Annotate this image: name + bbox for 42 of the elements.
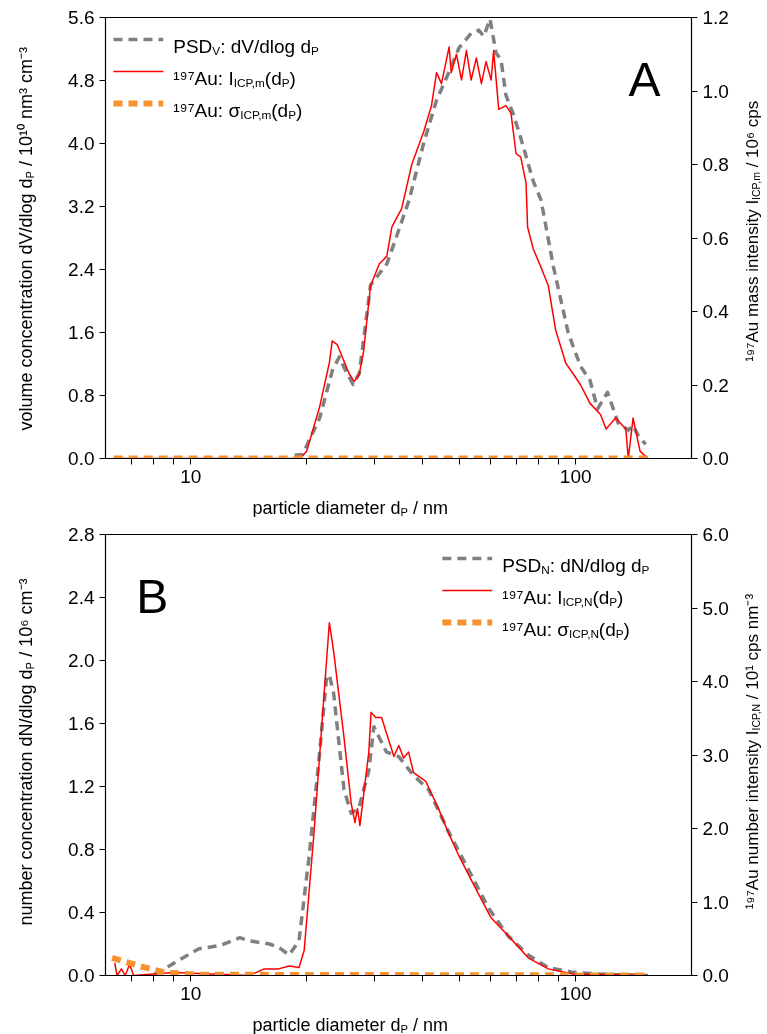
y2-tick-label: 0.0 <box>702 965 729 986</box>
y2-tick-label: 3.0 <box>702 744 729 766</box>
y-tick-label: 5.6 <box>68 7 95 28</box>
y2-axis-title: ¹⁹⁷Au number intensity IICP,N / 10¹ cps nm⁻³ <box>742 593 763 910</box>
y-tick-label: 2.4 <box>68 587 95 608</box>
y2-tick-label: 6.0 <box>702 524 729 545</box>
annotation: B <box>136 570 169 624</box>
x-tick-label: 10 <box>180 465 202 487</box>
y-tick-label: 2.4 <box>68 259 95 280</box>
y-axis-title: number concentration dN/dlog dP / 10⁶ cm⁻³ <box>16 578 37 926</box>
y-axis-title: volume concentration dV/dlog dP / 10¹⁰ nm³ cm⁻³ <box>16 46 37 431</box>
x-tick-label: 10 <box>180 982 202 1004</box>
y2-axis-title: ¹⁹⁷Au mass intensity IICP,m / 10⁶ cps <box>742 100 763 362</box>
y-tick-label: 3.2 <box>68 196 95 217</box>
y-tick-label: 2.0 <box>68 650 95 671</box>
y2-tick-label: 1.0 <box>702 80 729 102</box>
y-tick-label: 0.8 <box>68 385 95 406</box>
y2-tick-label: 0.8 <box>702 154 729 175</box>
x-axis-title: particle diameter dP / nm <box>252 498 449 519</box>
y-tick-label: 4.0 <box>68 133 95 154</box>
y2-tick-label: 0.2 <box>702 374 729 396</box>
y-tick-label: 4.8 <box>68 70 95 91</box>
y2-tick-label: 4.0 <box>702 671 729 692</box>
x-tick-label: 100 <box>559 465 592 487</box>
y2-tick-label: 5.0 <box>702 597 729 619</box>
y-tick-label: 0.0 <box>68 965 95 986</box>
y-tick-label: 1.6 <box>68 322 95 343</box>
y-tick-label: 0.8 <box>68 839 95 860</box>
y2-tick-label: 0.0 <box>702 448 729 469</box>
y2-tick-label: 2.0 <box>702 818 729 839</box>
y-tick-label: 1.2 <box>68 776 95 797</box>
y-tick-label: 0.4 <box>68 902 95 923</box>
y2-tick-label: 0.4 <box>702 301 730 322</box>
y2-tick-label: 1.2 <box>702 7 729 28</box>
x-axis-title: particle diameter dP / nm <box>252 1015 449 1034</box>
y-tick-label: 2.8 <box>68 524 95 545</box>
y-tick-label: 1.6 <box>68 713 95 734</box>
y-tick-label: 0.0 <box>68 448 95 469</box>
y2-tick-label: 0.6 <box>702 227 729 249</box>
annotation: A <box>628 53 661 107</box>
x-tick-label: 100 <box>559 982 592 1004</box>
y2-tick-label: 1.0 <box>702 891 729 913</box>
